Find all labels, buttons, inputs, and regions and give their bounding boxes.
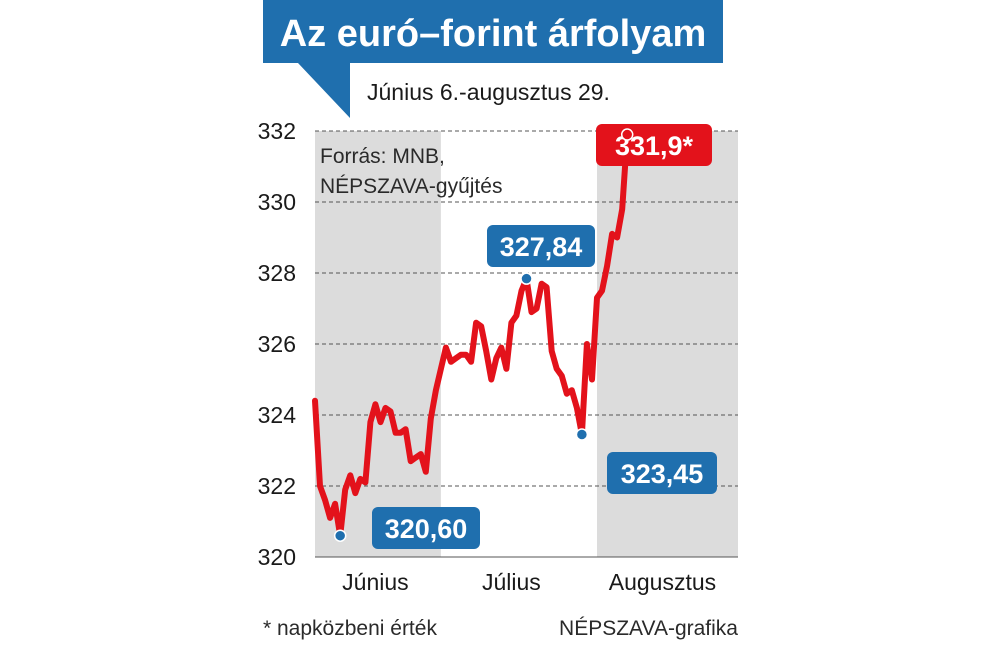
callout-label: 327,84 — [500, 232, 583, 262]
callout-point — [575, 428, 589, 441]
x-month-label: Július — [482, 569, 541, 595]
y-tick-label: 332 — [258, 118, 296, 144]
series-layer — [312, 131, 631, 539]
x-axis-month-labels: Június Július Augusztus — [342, 569, 716, 595]
y-tick-label: 324 — [258, 402, 297, 428]
title-banner — [263, 0, 723, 118]
y-axis-ticks: 320 322 324 326 328 330 332 — [258, 118, 297, 570]
y-tick-label: 320 — [258, 544, 296, 570]
x-month-label: Június — [342, 569, 408, 595]
chart-title: Az euró–forint árfolyam — [280, 13, 707, 55]
source-line-1: Forrás: MNB, — [320, 145, 445, 168]
chart-subtitle: Június 6.-augusztus 29. — [367, 79, 610, 105]
y-tick-label: 322 — [258, 473, 296, 499]
callout-label: 320,60 — [385, 514, 468, 544]
callout-point — [520, 272, 533, 285]
series-line-0 — [312, 131, 631, 539]
callout-label: 323,45 — [621, 459, 704, 489]
footnote: * napközbeni érték — [263, 617, 437, 640]
y-tick-label: 326 — [258, 331, 296, 357]
y-tick-label: 328 — [258, 260, 296, 286]
source-line-2: NÉPSZAVA-gyűjtés — [320, 175, 502, 198]
callout-box — [607, 452, 717, 494]
callout-point — [620, 128, 634, 141]
callout-point — [333, 529, 347, 542]
callout-box — [487, 225, 595, 267]
x-month-label: Augusztus — [609, 569, 716, 595]
credit: NÉPSZAVA-grafika — [559, 617, 738, 640]
y-tick-label: 330 — [258, 189, 296, 215]
callout-box — [372, 507, 480, 549]
month-band-06 — [315, 131, 441, 557]
